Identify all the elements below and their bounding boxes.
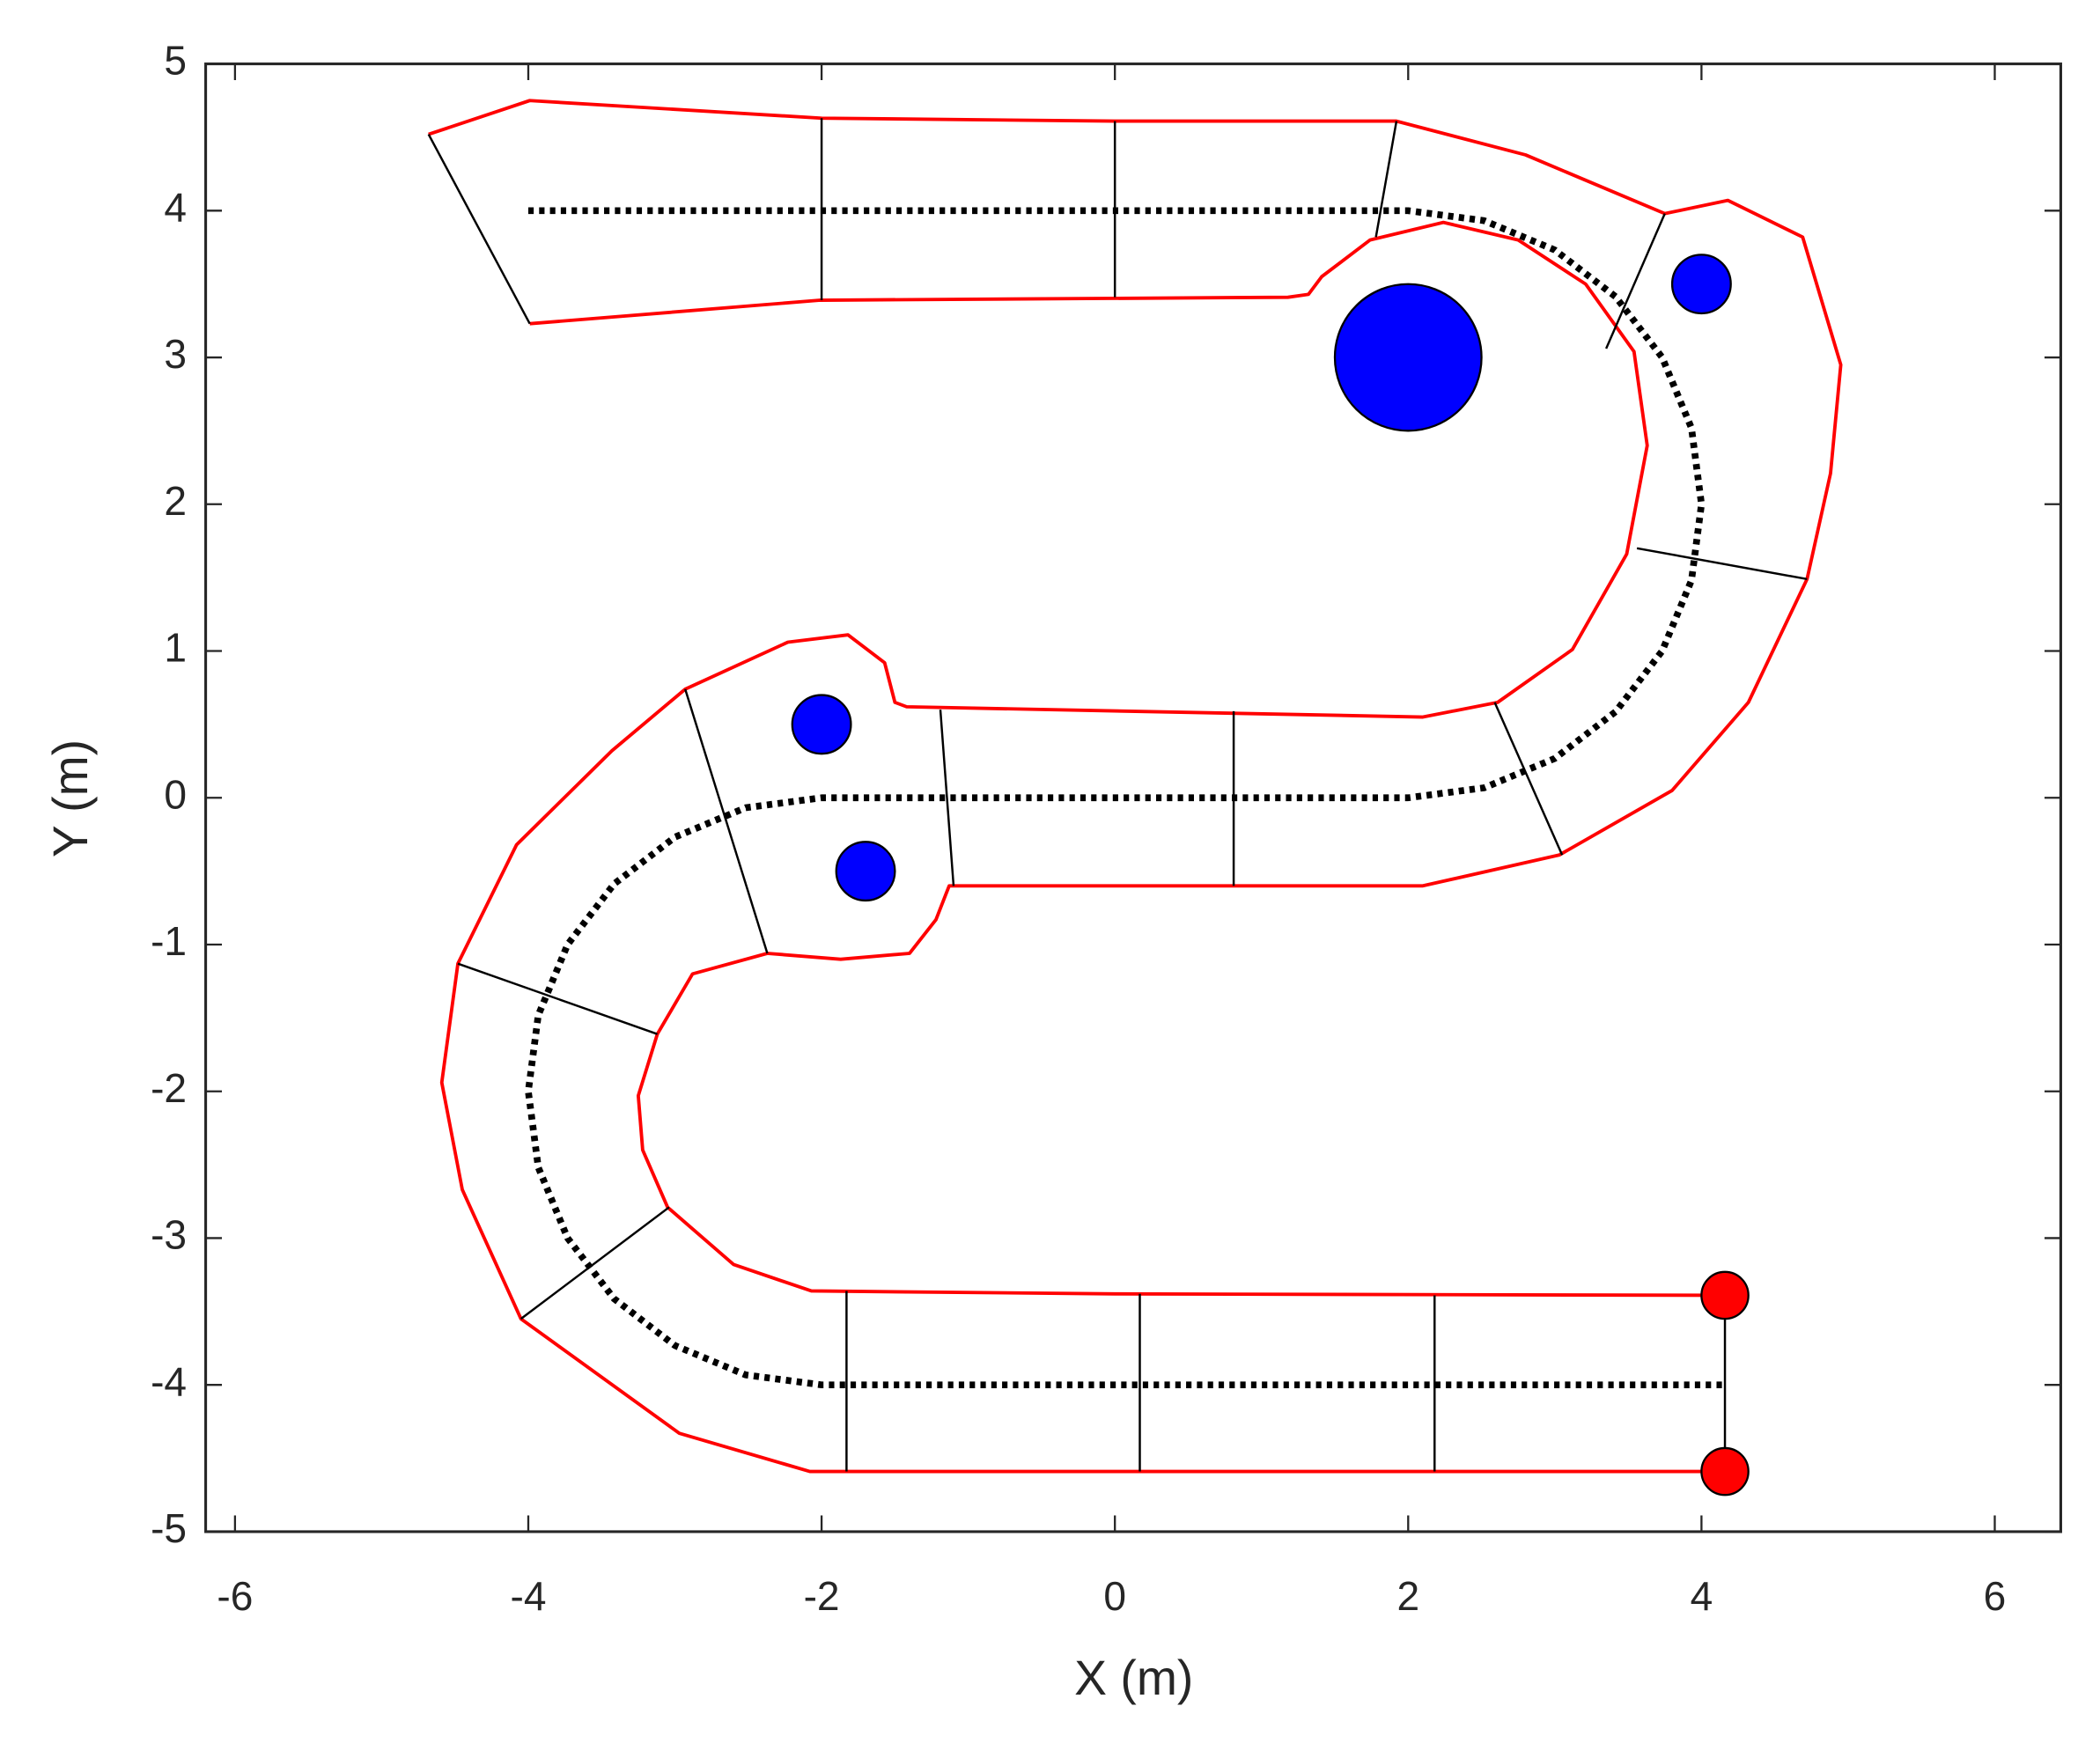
y-tick-label: 1 xyxy=(164,625,187,671)
marker xyxy=(791,694,852,755)
y-tick-label: -1 xyxy=(151,918,187,964)
y-tick-label: -5 xyxy=(151,1505,187,1551)
y-tick-label: -4 xyxy=(151,1358,187,1404)
marker xyxy=(1700,1270,1750,1320)
cross-section xyxy=(1493,702,1564,856)
y-axis-label: Y (m) xyxy=(43,739,98,857)
plot-frame xyxy=(204,63,2062,1533)
cross-section xyxy=(939,710,955,886)
cross-section xyxy=(519,1206,670,1320)
y-tick-label: 3 xyxy=(164,331,187,377)
x-axis-label: X (m) xyxy=(1074,1651,1193,1705)
y-tick-label: 4 xyxy=(164,184,187,230)
marker xyxy=(1670,254,1732,315)
y-tick-label: -3 xyxy=(151,1212,187,1258)
y-tick-label: -2 xyxy=(151,1065,187,1111)
marker xyxy=(1700,1446,1750,1497)
boundary-line xyxy=(428,99,1843,1298)
y-tick-label: 2 xyxy=(164,478,187,524)
x-tick-label: -2 xyxy=(804,1573,840,1619)
marker xyxy=(835,841,896,902)
cross-section xyxy=(457,962,658,1035)
x-tick-label: 6 xyxy=(1984,1573,2007,1619)
x-tick-label: -4 xyxy=(510,1573,546,1619)
x-tick-label: -6 xyxy=(217,1573,253,1619)
reference-path xyxy=(525,207,1724,1389)
cross-section xyxy=(1636,547,1808,581)
x-tick-label: 0 xyxy=(1103,1573,1126,1619)
y-tick-label: 0 xyxy=(164,771,187,817)
cross-section xyxy=(1374,121,1398,238)
y-tick-label: 5 xyxy=(164,38,187,84)
x-tick-label: 4 xyxy=(1691,1573,1713,1619)
x-tick-label: 2 xyxy=(1396,1573,1419,1619)
cross-section xyxy=(684,688,769,954)
cross-section xyxy=(1604,213,1666,349)
boundary-line xyxy=(439,220,1728,1474)
cross-section xyxy=(427,134,531,325)
marker xyxy=(1333,283,1483,432)
